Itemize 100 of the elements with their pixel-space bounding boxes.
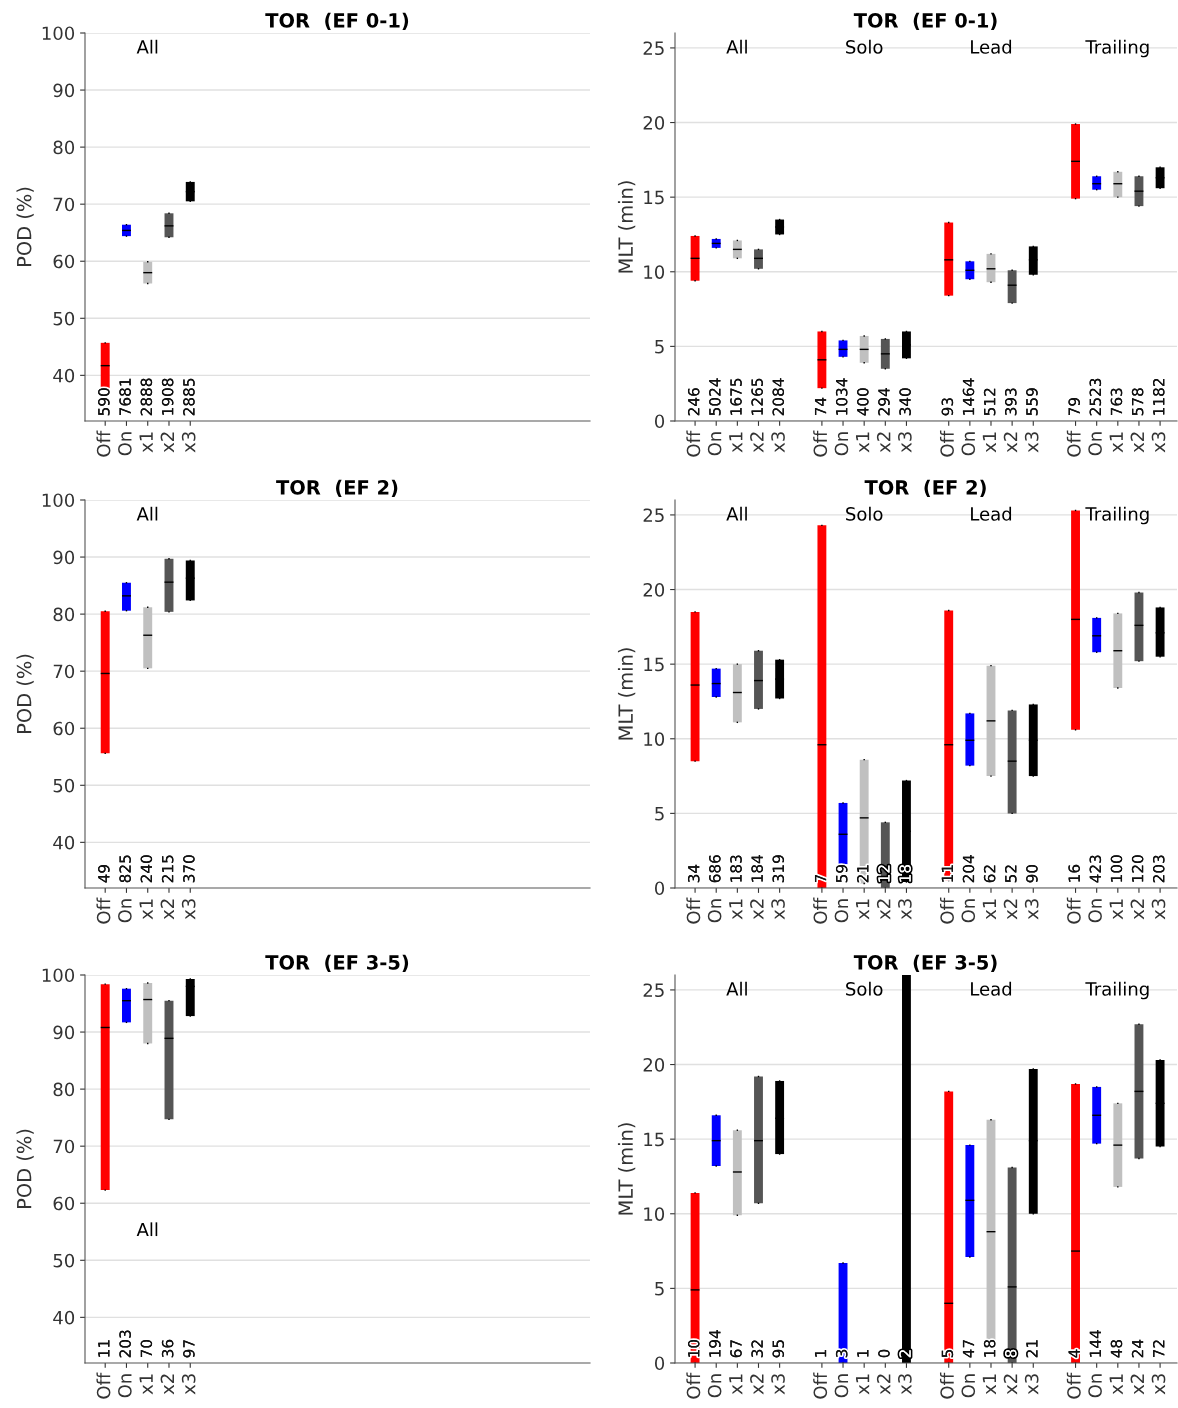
text: 2523 xyxy=(1089,378,1102,416)
chart-title: TOR (EF 3-5) xyxy=(265,954,409,973)
text: 1034 xyxy=(835,378,848,415)
y-tick-label: 90 xyxy=(53,83,75,98)
x-tick-label: On xyxy=(707,899,722,923)
y-tick-label: 80 xyxy=(53,1082,75,1097)
x-tick-label: Off xyxy=(1066,897,1081,924)
x-tick-label: On xyxy=(961,1374,976,1398)
text: 423 xyxy=(1089,855,1102,883)
y-axis-title: POD (%) xyxy=(16,187,34,267)
x-tick-label: x3 xyxy=(1024,432,1039,453)
text: 59 xyxy=(835,864,848,883)
chart-title: TOR (EF 0-1) xyxy=(853,12,997,31)
text: 1 xyxy=(814,1350,827,1357)
text: 2084 xyxy=(772,378,785,416)
annotation: Lead xyxy=(971,506,1012,521)
x-tick-label: Off xyxy=(1066,1372,1081,1399)
y-tick-label: 10 xyxy=(644,1207,665,1221)
x-tick-label: On xyxy=(707,1374,722,1398)
text: 95 xyxy=(772,1340,785,1358)
text: 36 xyxy=(161,1339,174,1358)
x-tick-label: Off xyxy=(96,897,111,924)
y-tick-label: 20 xyxy=(643,583,665,597)
x-tick-label: x2 xyxy=(160,1374,174,1395)
text: 204 xyxy=(962,855,975,883)
y-tick-label: 0 xyxy=(654,414,665,429)
text: 1 xyxy=(857,1350,869,1357)
y-axis-title: MLT (min) xyxy=(617,1123,636,1215)
x-tick-label: Off xyxy=(813,430,828,457)
y-tick-label: 0 xyxy=(654,881,665,896)
text: 294 xyxy=(878,388,890,416)
x-tick-label: x3 xyxy=(1024,899,1039,920)
x-tick-label: On xyxy=(961,432,976,456)
x-tick-label: x2 xyxy=(1130,1374,1144,1395)
x-tick-label: x3 xyxy=(771,899,785,920)
x-tick-label: x1 xyxy=(139,899,153,920)
text: 578 xyxy=(1131,388,1144,416)
x-tick-label: x3 xyxy=(181,1374,196,1395)
text: 559 xyxy=(1026,388,1038,416)
text: 246 xyxy=(687,388,700,416)
text: 79 xyxy=(1068,397,1080,416)
x-tick-label: On xyxy=(961,899,976,923)
y-tick-label: 5 xyxy=(655,1282,664,1296)
text: 3 xyxy=(835,1349,848,1358)
text: 90 xyxy=(1026,864,1038,883)
x-tick-label: Off xyxy=(96,1372,111,1399)
text: 52 xyxy=(1005,865,1017,883)
text: 203 xyxy=(119,1330,131,1358)
text: 7681 xyxy=(119,378,131,416)
y-tick-label: 50 xyxy=(53,311,75,326)
y-tick-label: 50 xyxy=(53,1253,75,1268)
x-tick-label: x3 xyxy=(898,1374,912,1395)
y-tick-label: 80 xyxy=(53,140,75,155)
x-tick-label: x1 xyxy=(982,432,996,453)
y-tick-label: 40 xyxy=(53,835,75,850)
annotation: All xyxy=(726,506,747,521)
text: 97 xyxy=(183,1340,195,1358)
x-tick-label: On xyxy=(118,899,132,923)
x-tick-label: x2 xyxy=(1003,1374,1018,1395)
text: 370 xyxy=(183,855,195,883)
y-tick-label: 90 xyxy=(53,550,75,565)
text: 590 xyxy=(98,388,110,416)
text: 11 xyxy=(98,1340,110,1357)
y-tick-label: 5 xyxy=(655,340,664,354)
x-tick-label: On xyxy=(834,1374,849,1398)
text: 1182 xyxy=(1152,378,1165,415)
text: 34 xyxy=(687,864,700,883)
text: 203 xyxy=(1152,855,1165,883)
y-tick-label: 100 xyxy=(42,26,75,41)
y-tick-label: 70 xyxy=(53,664,75,679)
text: 319 xyxy=(772,855,785,883)
x-tick-label: Off xyxy=(939,897,954,924)
x-tick-label: On xyxy=(834,432,849,456)
text: 24 xyxy=(1131,1339,1144,1358)
text: 184 xyxy=(751,855,763,882)
x-tick-label: x2 xyxy=(1130,899,1144,920)
text: 16 xyxy=(1068,864,1080,882)
text: 1265 xyxy=(751,378,763,415)
y-axis-title: POD (%) xyxy=(16,654,34,734)
x-tick-label: x1 xyxy=(139,1374,153,1395)
annotation: All xyxy=(136,506,158,521)
text: 393 xyxy=(1005,388,1017,416)
x-tick-label: x1 xyxy=(855,432,870,453)
x-tick-label: x2 xyxy=(876,899,891,920)
y-tick-label: 60 xyxy=(53,254,75,269)
y-tick-label: 80 xyxy=(53,607,75,622)
text: 183 xyxy=(730,855,742,882)
text: 0 xyxy=(878,1349,890,1358)
text: 5024 xyxy=(709,378,721,416)
x-tick-label: x1 xyxy=(729,899,743,920)
text: 62 xyxy=(983,865,996,883)
text: 21 xyxy=(857,865,869,883)
x-tick-label: x2 xyxy=(876,1374,891,1395)
text: 4 xyxy=(1068,1349,1080,1358)
text: 67 xyxy=(730,1340,742,1358)
annotation: Trailing xyxy=(1085,506,1149,525)
x-tick-label: Off xyxy=(939,430,954,457)
text: 1908 xyxy=(161,378,174,415)
y-tick-label: 0 xyxy=(654,1356,665,1371)
y-tick-label: 15 xyxy=(644,190,664,205)
